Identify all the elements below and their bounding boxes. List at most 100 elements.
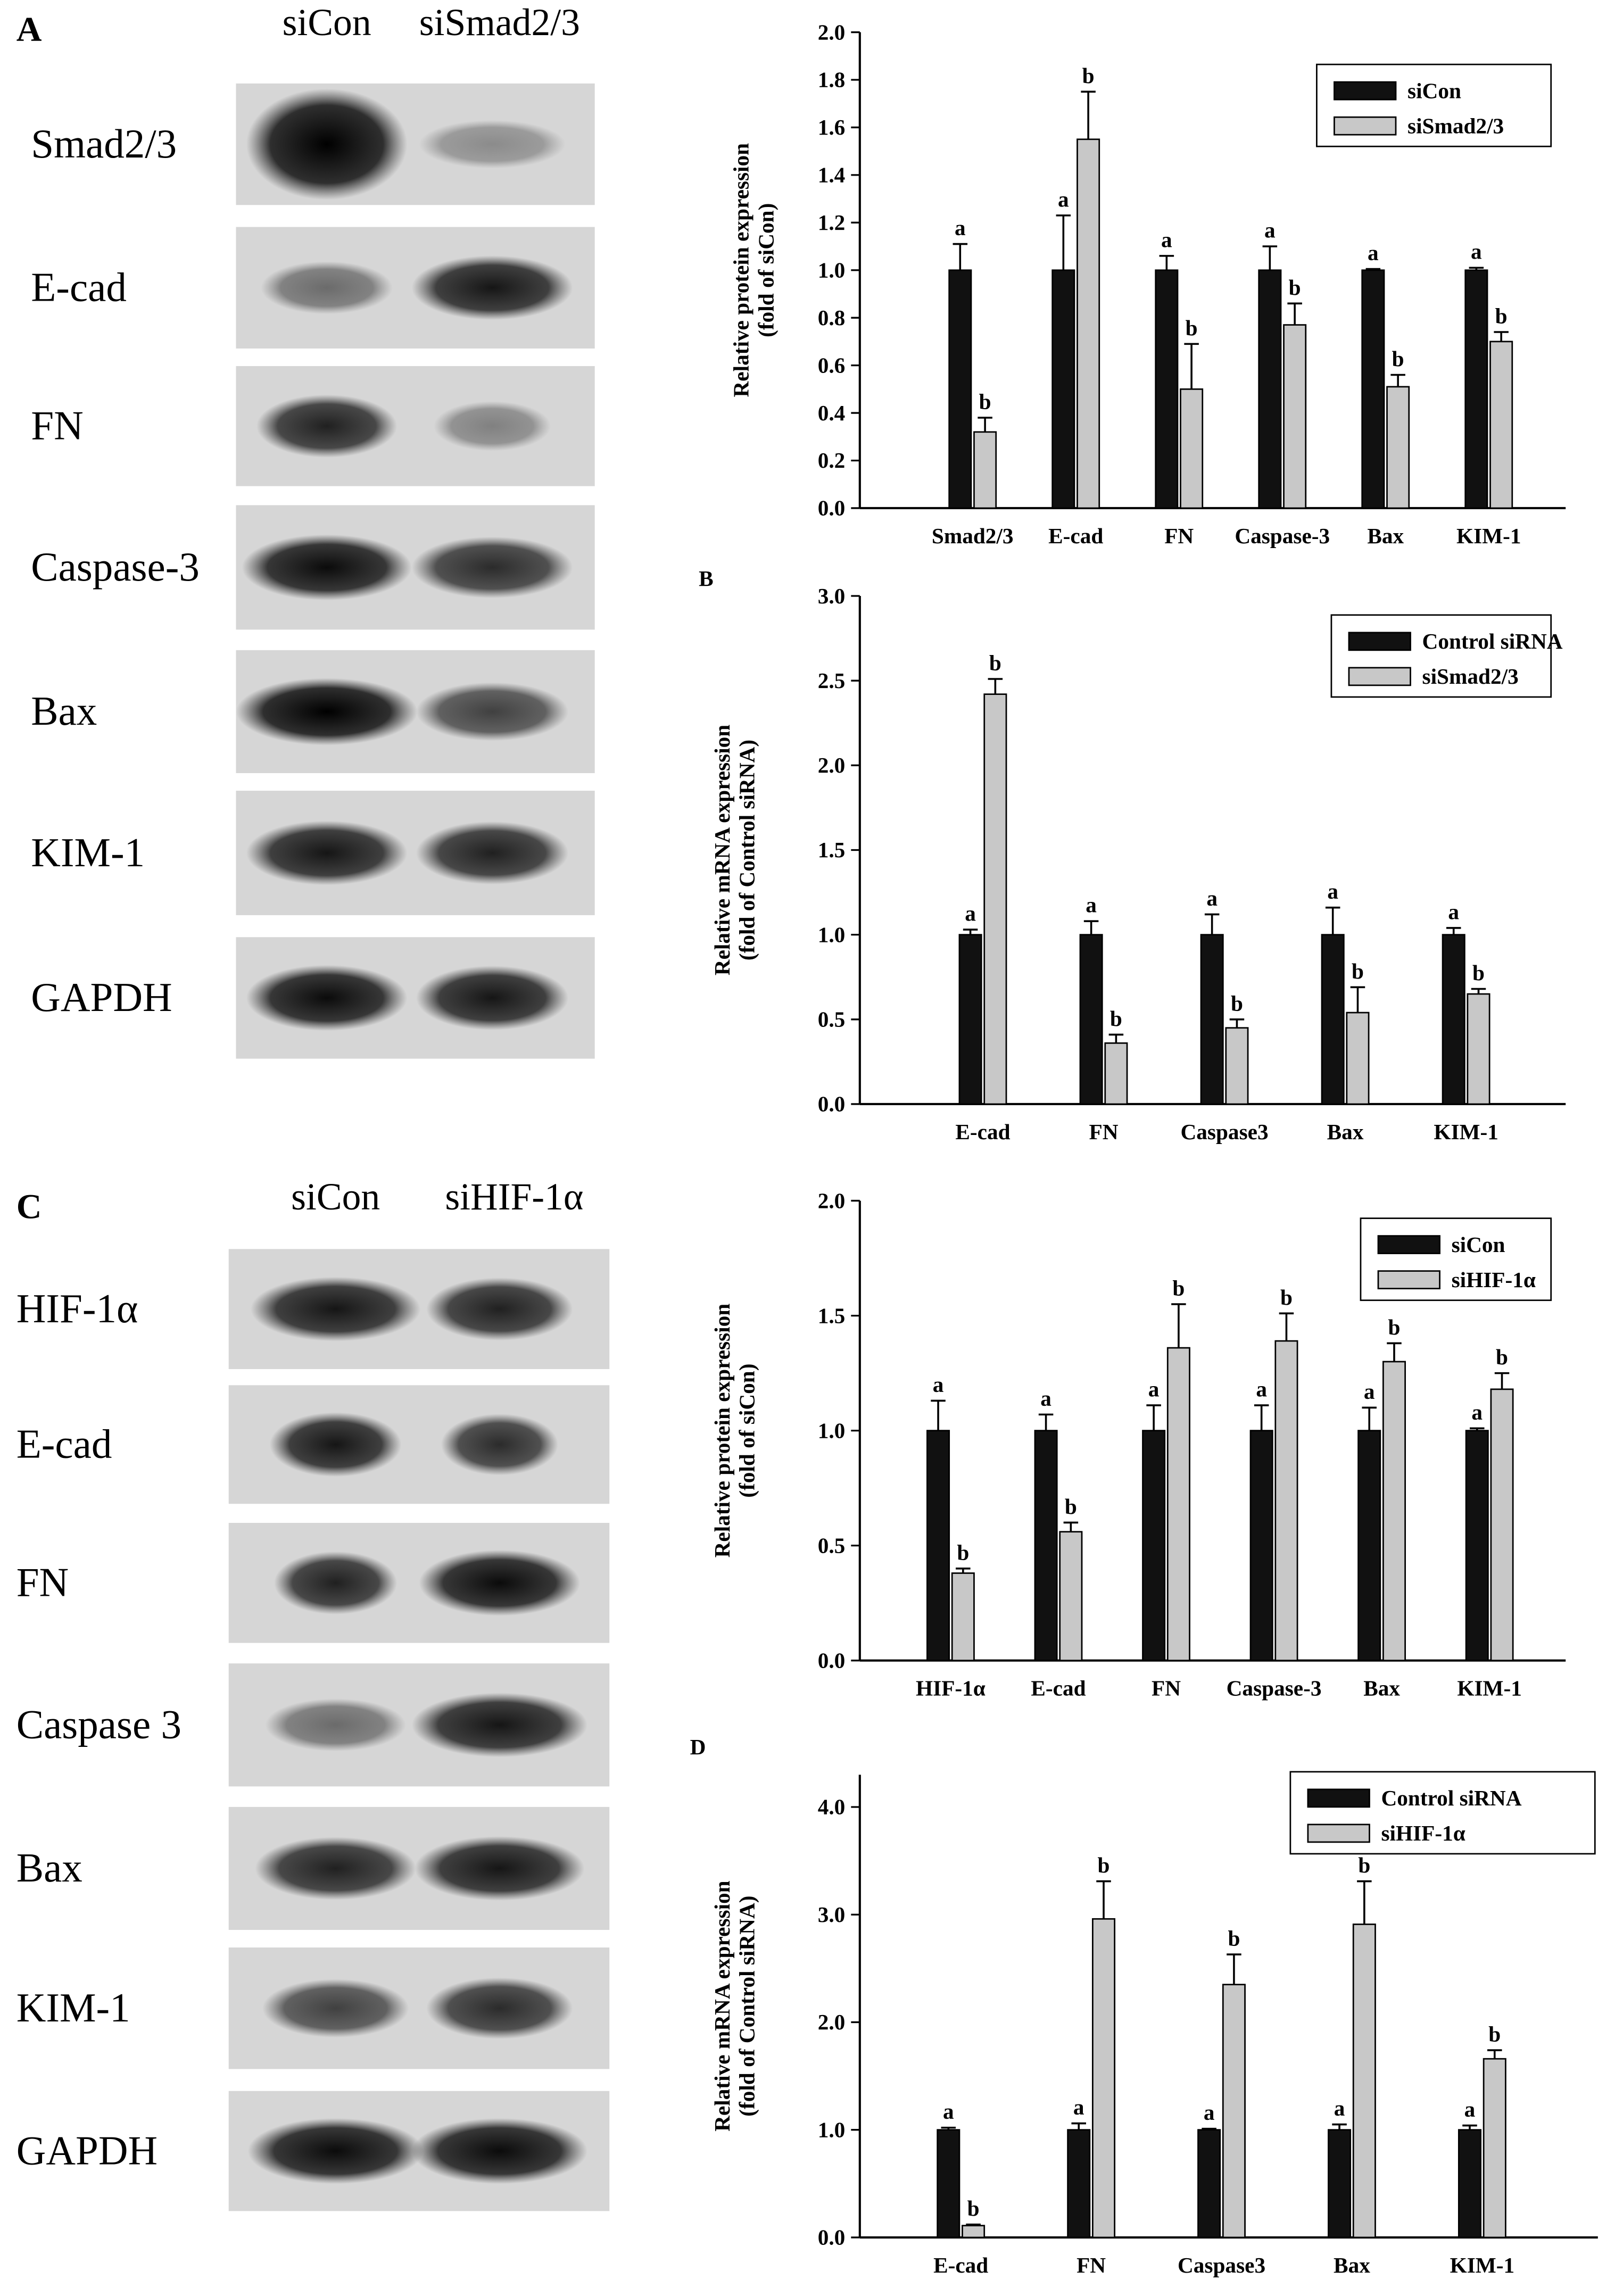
bar bbox=[1442, 934, 1465, 1105]
x-tick-label: E-cad bbox=[933, 2253, 988, 2277]
y-tick-label: 1.5 bbox=[818, 838, 846, 862]
panel-label: A bbox=[16, 10, 42, 49]
x-tick-label: Bax bbox=[1367, 524, 1404, 548]
significance-letter: b bbox=[1488, 2022, 1501, 2046]
error-bar bbox=[1362, 1406, 1377, 1431]
significance-letter: a bbox=[1058, 187, 1069, 211]
y-tick-label: 0.2 bbox=[818, 448, 846, 473]
x-tick-label: Smad2/3 bbox=[932, 524, 1014, 548]
x-tick-label: Caspase-3 bbox=[1227, 1676, 1322, 1701]
blot-band bbox=[265, 1698, 406, 1752]
blot-band bbox=[426, 1977, 573, 2040]
bar bbox=[973, 431, 997, 509]
blot-band bbox=[434, 401, 551, 451]
blot-band bbox=[242, 534, 412, 601]
significance-letter: b bbox=[1388, 1315, 1401, 1339]
y-axis-label: Relative mRNA expression bbox=[710, 725, 734, 976]
chart: D 0.0 1.0 2.0 3.0 4.0 Relative mRNA expression… bbox=[690, 1735, 1598, 2277]
y-tick-label: 3.0 bbox=[818, 1902, 846, 1927]
significance-letter: b bbox=[1228, 1926, 1240, 1951]
blot-row-label: Caspase 3 bbox=[16, 1702, 181, 1747]
error-bar bbox=[988, 678, 1003, 694]
y-tick-label: 0.0 bbox=[818, 2225, 846, 2250]
significance-letter: b bbox=[1065, 1494, 1077, 1519]
bar bbox=[1258, 269, 1282, 509]
x-tick-label: E-cad bbox=[1031, 1676, 1086, 1701]
chart: 0.0 0.5 1.0 1.5 2.0 Relative protein expressi… bbox=[710, 1188, 1566, 1701]
significance-letter: b bbox=[1082, 63, 1095, 88]
bar bbox=[1249, 1430, 1273, 1662]
error-bar bbox=[1184, 343, 1199, 389]
blot-band bbox=[274, 1551, 398, 1614]
error-bar bbox=[1494, 1372, 1510, 1389]
error-bar bbox=[1325, 906, 1340, 935]
error-bar bbox=[1332, 2123, 1347, 2130]
legend-label: siSmad2/3 bbox=[1422, 664, 1519, 689]
significance-letter: b bbox=[967, 2196, 980, 2220]
significance-letter: a bbox=[1448, 899, 1459, 924]
error-bar bbox=[1071, 2122, 1086, 2130]
blot-band bbox=[269, 1412, 402, 1477]
blot-row-label: FN bbox=[31, 403, 84, 449]
legend-box bbox=[1316, 63, 1552, 147]
y-tick-label: 2.0 bbox=[818, 1188, 846, 1213]
significance-letter: a bbox=[943, 2099, 954, 2124]
error-bar bbox=[956, 1568, 971, 1573]
error-bar bbox=[1171, 1303, 1186, 1348]
significance-letter: a bbox=[1334, 2096, 1345, 2120]
significance-letter: b bbox=[1392, 346, 1404, 371]
y-axis-label: (fold of siCon) bbox=[735, 1364, 760, 1498]
blot-row-label: Bax bbox=[16, 1845, 82, 1891]
x-tick-label: Bax bbox=[1334, 2253, 1370, 2277]
bar bbox=[1321, 934, 1345, 1105]
x-tick-label: FN bbox=[1089, 1120, 1118, 1144]
bar bbox=[1200, 934, 1224, 1105]
legend-swatch bbox=[1307, 1788, 1370, 1808]
y-tick-label: 2.0 bbox=[818, 20, 846, 44]
error-bar bbox=[1357, 1880, 1372, 1925]
blot-band bbox=[262, 1979, 409, 2038]
blot-band bbox=[426, 1278, 573, 1341]
bar bbox=[1180, 388, 1204, 509]
y-tick-label: 0.5 bbox=[818, 1533, 846, 1557]
error-bar bbox=[941, 2126, 956, 2130]
y-tick-label: 2.0 bbox=[818, 753, 846, 777]
error-bar bbox=[978, 417, 992, 432]
bar bbox=[1274, 1340, 1298, 1662]
blot-row-label: HIF-1α bbox=[16, 1286, 138, 1331]
y-tick-label: 0.8 bbox=[818, 305, 846, 330]
error-bar bbox=[1287, 302, 1302, 325]
significance-letter: b bbox=[1289, 275, 1301, 300]
bar bbox=[1467, 993, 1490, 1105]
blot-row-label: E-cad bbox=[16, 1421, 112, 1467]
bar bbox=[1328, 2129, 1352, 2239]
chart: 0.0 0.2 0.4 0.6 0.8 1.0 1.2 1.4 1.6 1.8 2.0 Relativ… bbox=[729, 20, 1566, 548]
x-tick-label: E-cad bbox=[1048, 524, 1103, 548]
x-tick-label: HIF-1α bbox=[916, 1676, 986, 1701]
y-tick-label: 1.0 bbox=[818, 2117, 846, 2142]
bar bbox=[1483, 2058, 1506, 2239]
blot-band bbox=[419, 120, 566, 169]
x-tick-label: KIM-1 bbox=[1457, 1676, 1521, 1701]
error-bar bbox=[1038, 1413, 1054, 1431]
significance-letter: a bbox=[1073, 2095, 1084, 2119]
legend-swatch bbox=[1348, 667, 1411, 686]
significance-letter: b bbox=[957, 1540, 969, 1564]
error-bar bbox=[1487, 2049, 1502, 2059]
blot-band bbox=[411, 1693, 587, 1758]
x-tick-label: KIM-1 bbox=[1456, 524, 1521, 548]
significance-letter: b bbox=[1358, 1853, 1370, 1877]
y-axis-label: Relative protein expression bbox=[710, 1304, 734, 1558]
blot-band bbox=[236, 678, 418, 745]
significance-letter: a bbox=[1264, 218, 1276, 242]
blot-band bbox=[419, 1549, 581, 1616]
bar bbox=[983, 693, 1007, 1105]
y-tick-label: 0.0 bbox=[818, 1648, 846, 1672]
x-tick-label: FN bbox=[1152, 1676, 1181, 1701]
blot-row-label: GAPDH bbox=[16, 2127, 158, 2173]
error-bar bbox=[1159, 255, 1174, 270]
error-bar bbox=[1063, 1521, 1079, 1532]
significance-letter: a bbox=[1148, 1377, 1160, 1402]
x-tick-label: FN bbox=[1164, 524, 1194, 548]
y-tick-label: 1.0 bbox=[818, 1418, 846, 1443]
